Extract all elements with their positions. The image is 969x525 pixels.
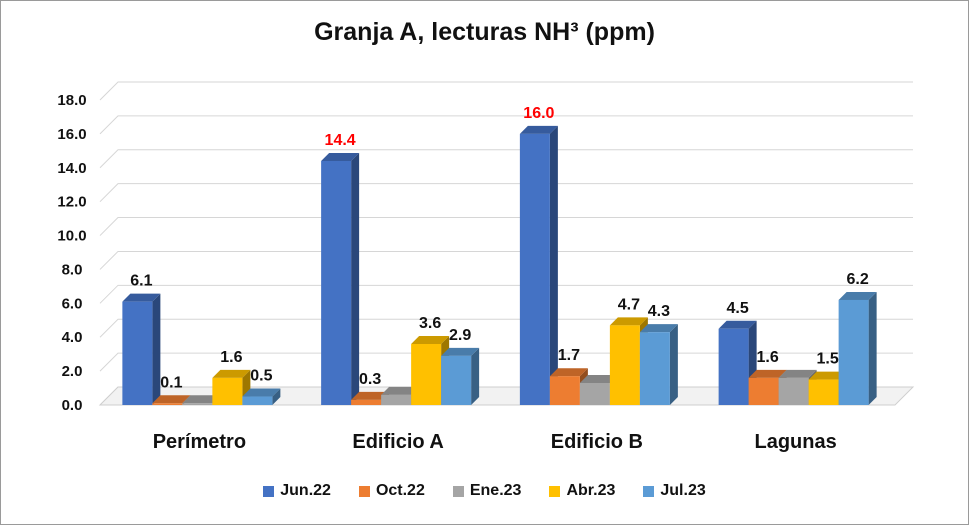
bar [519, 125, 558, 405]
data-label: 0.1 [160, 374, 182, 391]
bar [579, 374, 618, 405]
data-label: 3.6 [419, 315, 441, 332]
bar [122, 293, 161, 405]
data-label: 1.5 [817, 351, 839, 368]
data-label: 1.6 [220, 349, 242, 366]
grid-line [99, 81, 913, 101]
x-axis-categories: Perímetro Edificio A Edificio B Lagunas [153, 431, 837, 453]
y-tick-label: 6.0 [62, 295, 83, 312]
data-label: 1.6 [757, 349, 779, 366]
legend-label: Jul.23 [660, 482, 706, 499]
y-tick-label: 14.0 [57, 160, 86, 177]
legend-label: Ene.23 [469, 482, 522, 499]
bar [639, 324, 678, 405]
bar [321, 153, 360, 405]
legend-swatch [358, 485, 370, 497]
data-label: 6.1 [130, 273, 152, 290]
data-label: 16.0 [523, 105, 554, 122]
legend-item: Oct.22 [358, 482, 425, 500]
bars [122, 125, 877, 405]
category-label: Edificio A [352, 431, 443, 453]
legend-item: Abr.23 [549, 482, 615, 500]
data-label: 0.3 [359, 371, 381, 388]
bar-chart: 0.0 2.0 4.0 6.0 8.0 10.0 12.0 14.0 16.0 18.0 6.1 0… [57, 81, 915, 453]
category-label: Lagunas [755, 431, 837, 453]
y-tick-label: 16.0 [57, 126, 86, 143]
data-label: 2.9 [449, 327, 471, 344]
legend-item: Jul.23 [643, 482, 706, 500]
bar [242, 388, 281, 405]
legend-item: Jun.22 [263, 482, 331, 500]
legend-swatch [643, 485, 655, 497]
data-labels: 6.1 0.1 1.6 0.5 14.4 0.3 3.6 2.9 16.0 1.7 4.7 4.3 4.… [130, 105, 869, 391]
grid-line [99, 250, 913, 270]
legend: Jun.22 Oct.22 Ene.23 Abr.23 Jul.23 [0, 482, 969, 500]
grid-line [99, 318, 913, 338]
y-tick-label: 4.0 [62, 329, 83, 346]
y-axis-ticks: 0.0 2.0 4.0 6.0 8.0 10.0 12.0 14.0 16.0 18.0 [57, 92, 86, 414]
data-label: 0.5 [250, 368, 272, 385]
legend-swatch [549, 485, 561, 497]
y-tick-label: 8.0 [62, 261, 83, 278]
legend-label: Jun.22 [280, 482, 331, 499]
y-tick-label: 2.0 [62, 363, 83, 380]
bar [838, 291, 877, 405]
data-label: 14.4 [325, 132, 356, 149]
data-label: 4.7 [618, 296, 640, 313]
legend-swatch [263, 485, 275, 497]
category-label: Edificio B [551, 431, 643, 453]
data-label: 6.2 [847, 271, 869, 288]
grid-line [99, 217, 913, 236]
bar [441, 347, 480, 405]
grid-line [99, 115, 913, 135]
grid-line [99, 284, 913, 304]
grid-line [99, 149, 913, 169]
legend-item: Ene.23 [452, 482, 522, 500]
y-tick-label: 10.0 [57, 228, 86, 245]
y-tick-label: 12.0 [57, 194, 86, 211]
data-label: 4.3 [648, 303, 670, 320]
data-label: 1.7 [558, 347, 580, 364]
category-label: Perímetro [153, 431, 246, 453]
chart-title: Granja A, lecturas NH³ (ppm) [314, 18, 655, 46]
legend-swatch [452, 485, 464, 497]
legend-label: Abr.23 [566, 482, 616, 499]
grid-line [99, 183, 913, 203]
data-label: 4.5 [727, 300, 749, 317]
y-tick-label: 18.0 [57, 92, 86, 109]
legend-label: Oct.22 [375, 482, 425, 499]
grid-lines [98, 81, 915, 406]
y-tick-label: 0.0 [62, 397, 83, 414]
